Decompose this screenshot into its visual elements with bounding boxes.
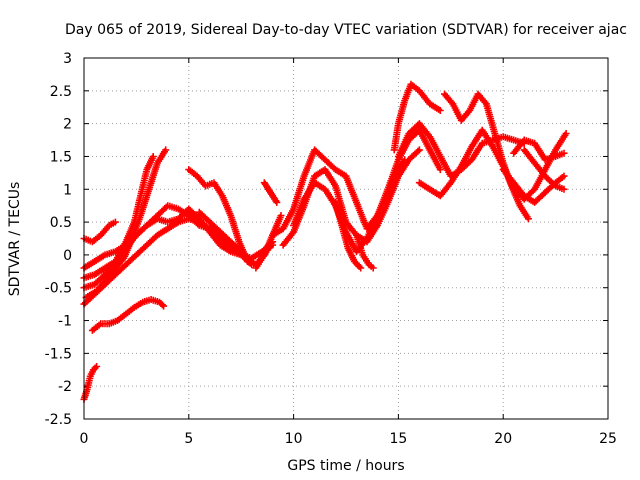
marker-trace	[82, 146, 170, 302]
x-tick-label: 25	[599, 431, 617, 447]
y-tick-label: 0.5	[50, 215, 72, 231]
series-arc-24	[520, 146, 568, 193]
series-arc-17	[353, 231, 377, 272]
y-tick-label: 2.5	[50, 84, 72, 100]
marker-trace	[195, 208, 256, 265]
marker-trace	[390, 80, 444, 154]
x-tick-label: 20	[494, 431, 512, 447]
marker-trace	[260, 179, 281, 206]
series-arc-22	[499, 166, 568, 206]
y-tick-label: 3	[63, 51, 72, 67]
data-marks	[80, 80, 570, 403]
marker-trace	[499, 166, 568, 206]
marker-trace	[332, 198, 365, 272]
series-arc-11	[260, 179, 281, 206]
y-tick-label: -1.5	[45, 346, 72, 362]
marker-trace	[290, 126, 444, 256]
marker-trace	[252, 241, 277, 272]
chart-title: Day 065 of 2019, Sidereal Day-to-day VTE…	[65, 22, 627, 38]
y-axis-label: SDTVAR / TECUs	[7, 182, 23, 297]
x-axis-label: GPS time / hours	[287, 458, 404, 474]
y-tick-label: -2.5	[45, 412, 72, 428]
y-tick-label: -0.5	[45, 281, 72, 297]
series-arc-16	[332, 198, 365, 272]
y-tick-label: 1	[63, 182, 72, 198]
marker-trace	[88, 296, 168, 334]
y-tick-label: -2	[58, 379, 72, 395]
y-tick-label: 2	[63, 117, 72, 133]
marker-trace	[80, 218, 119, 246]
axis-ticks: 0 5 10 15 20 25 -2.5 -2 -1.5 -1 -0.5 0 0.5 1 1.5 2 2.5 3	[45, 51, 617, 447]
series-arc-15	[290, 126, 444, 256]
marker-trace	[520, 146, 568, 193]
series-arc-18	[390, 80, 444, 154]
y-tick-label: 0	[63, 248, 72, 264]
y-tick-label: 1.5	[50, 149, 72, 165]
series-arc-4	[82, 146, 170, 302]
series-arc-2	[88, 296, 168, 334]
series-arc-23	[510, 136, 568, 164]
x-tick-label: 5	[184, 431, 193, 447]
x-tick-label: 10	[285, 431, 303, 447]
marker-trace	[353, 231, 377, 272]
x-tick-label: 15	[389, 431, 407, 447]
y-tick-label: -1	[58, 314, 72, 330]
plot-frame	[83, 57, 609, 420]
series-arc-5	[80, 218, 119, 246]
marker-trace	[441, 90, 532, 223]
series-arc-12	[252, 241, 277, 272]
series-arc-1	[80, 363, 101, 403]
x-tick-label: 0	[80, 431, 89, 447]
marker-trace	[510, 136, 568, 164]
series-arc-21	[441, 90, 532, 223]
marker-trace	[80, 363, 101, 403]
series-arc-10	[195, 208, 256, 265]
